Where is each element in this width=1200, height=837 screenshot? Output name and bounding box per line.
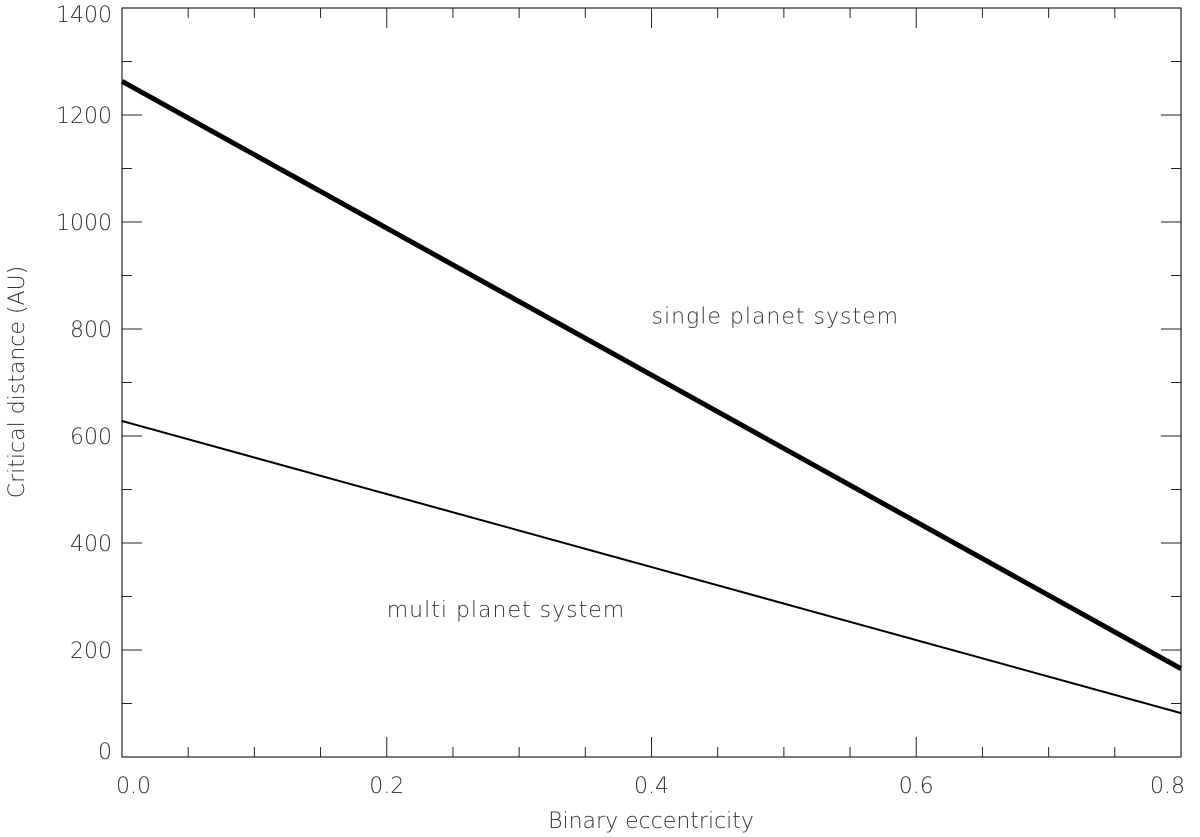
annotation-1: single planet system [652,305,900,330]
y-tick-label: 800 [70,318,112,343]
plot-frame [121,7,1182,758]
y-tick-label: 400 [70,532,112,557]
x-axis-title: Binary eccentricity [548,809,754,834]
y-axis-title: Critical distance (AU) [5,266,30,498]
y-tick-label: 200 [70,639,112,664]
series-group [120,79,1183,715]
x-tick-label: 0.4 [634,774,669,799]
annotation-2: multi planet system [387,598,625,623]
y-tick-label: 1400 [56,3,112,28]
series-line-1 [120,79,1183,671]
y-tick-label: 1200 [56,104,112,129]
x-tick-label: 0.2 [369,774,404,799]
y-tick-label: 0 [98,740,112,765]
x-tick-label: 0.8 [1150,774,1185,799]
y-tick-label: 1000 [56,211,112,236]
ticks [121,7,1182,758]
x-tick-label: 0.6 [899,774,934,799]
y-tick-label: 600 [70,425,112,450]
tick-labels: 0.0 0.2 0.4 0.6 0.8 0 200 400 600 800 1000 1200 1400 [56,3,1185,799]
annotations: single planet system multi planet system [387,305,900,623]
x-tick-label: 0.0 [116,774,151,799]
series-line-2 [121,420,1182,715]
